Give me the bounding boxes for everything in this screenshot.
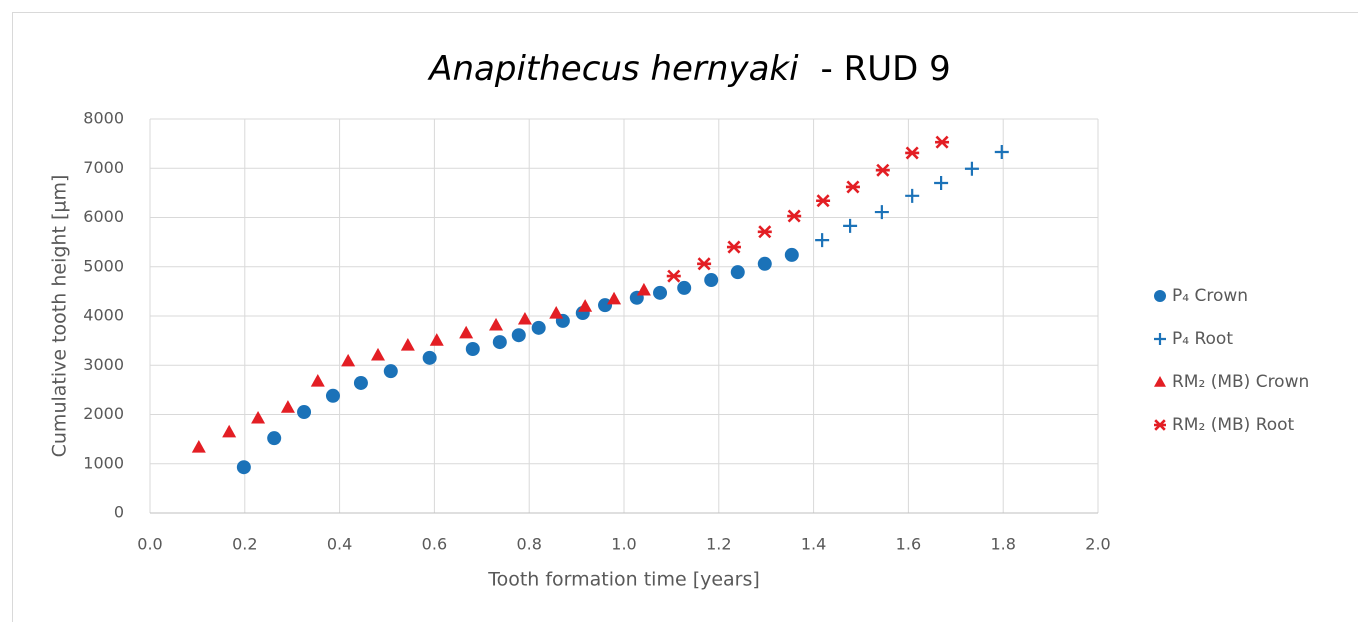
title-site: - RUD 9 bbox=[821, 49, 951, 89]
point bbox=[816, 194, 831, 208]
point bbox=[191, 440, 206, 453]
point bbox=[607, 291, 622, 305]
y-tick-label: 5000 bbox=[83, 256, 124, 275]
point bbox=[517, 311, 532, 325]
point bbox=[511, 328, 526, 343]
legend-label: RM₂ (MB) Root bbox=[1172, 415, 1295, 435]
point bbox=[531, 320, 546, 335]
point bbox=[875, 163, 890, 177]
point bbox=[784, 247, 799, 262]
point bbox=[964, 161, 979, 176]
legend-marker bbox=[1154, 376, 1166, 387]
y-tick-label: 2000 bbox=[83, 404, 124, 423]
y-tick-label: 7000 bbox=[83, 158, 124, 177]
legend-marker bbox=[1154, 419, 1166, 431]
point bbox=[815, 233, 830, 248]
point bbox=[325, 388, 340, 403]
x-tick-label: 1.4 bbox=[801, 535, 826, 554]
point bbox=[757, 225, 772, 239]
point bbox=[341, 353, 356, 367]
point bbox=[598, 298, 613, 313]
point bbox=[383, 364, 398, 379]
chart-title: Anapithecus hernyaki - RUD 9 bbox=[427, 49, 951, 89]
y-axis-label: Cumulative tooth height [µm] bbox=[49, 175, 71, 458]
chart-frame bbox=[12, 12, 1358, 622]
point bbox=[459, 325, 474, 339]
point bbox=[874, 205, 889, 220]
point bbox=[280, 400, 295, 413]
x-tick-label: 0.6 bbox=[422, 535, 447, 554]
point bbox=[578, 299, 593, 312]
point bbox=[251, 410, 266, 424]
legend-label: P₄ Root bbox=[1172, 329, 1233, 349]
legend-marker bbox=[1154, 290, 1166, 302]
x-tick-label: 1.2 bbox=[706, 535, 731, 554]
y-tick-label: 0 bbox=[114, 503, 124, 522]
point bbox=[267, 431, 282, 446]
point bbox=[353, 375, 368, 390]
point bbox=[549, 306, 564, 319]
y-tick-label: 3000 bbox=[83, 355, 124, 374]
point bbox=[400, 338, 415, 351]
point bbox=[370, 347, 385, 361]
x-tick-label: 1.8 bbox=[990, 535, 1015, 554]
x-tick-label: 0.8 bbox=[516, 535, 541, 554]
x-tick-label: 1.0 bbox=[611, 535, 636, 554]
point bbox=[666, 269, 681, 283]
point bbox=[677, 280, 692, 295]
point bbox=[636, 282, 651, 296]
point bbox=[730, 265, 745, 280]
x-tick-label: 1.6 bbox=[896, 535, 921, 554]
point bbox=[697, 257, 712, 271]
y-tick-label: 6000 bbox=[83, 207, 124, 226]
point bbox=[757, 256, 772, 271]
point bbox=[994, 144, 1009, 159]
x-tick-label: 0.2 bbox=[232, 535, 257, 554]
y-tick-label: 8000 bbox=[83, 109, 124, 128]
legend-label: RM₂ (MB) Crown bbox=[1172, 372, 1309, 392]
point bbox=[787, 209, 802, 223]
point bbox=[935, 135, 950, 149]
point bbox=[310, 374, 325, 387]
x-tick-label: 0.0 bbox=[137, 535, 162, 554]
legend-marker bbox=[1154, 333, 1166, 345]
point bbox=[653, 285, 668, 300]
point bbox=[465, 341, 480, 356]
legend-label: P₄ Crown bbox=[1172, 286, 1248, 306]
point bbox=[422, 350, 437, 365]
point bbox=[704, 273, 719, 288]
point bbox=[726, 240, 741, 254]
point bbox=[934, 176, 949, 191]
point bbox=[492, 335, 507, 350]
point bbox=[429, 333, 444, 346]
y-tick-label: 1000 bbox=[83, 453, 124, 472]
x-tick-label: 0.4 bbox=[327, 535, 352, 554]
point bbox=[845, 180, 860, 194]
point bbox=[843, 218, 858, 233]
y-tick-label: 4000 bbox=[83, 306, 124, 325]
point bbox=[222, 424, 237, 438]
x-axis-label: Tooth formation time [years] bbox=[487, 569, 760, 591]
title-species: Anapithecus hernyaki bbox=[427, 49, 799, 89]
point bbox=[236, 460, 251, 475]
point bbox=[905, 146, 920, 160]
x-tick-label: 2.0 bbox=[1085, 535, 1110, 554]
point bbox=[489, 317, 504, 331]
point bbox=[297, 405, 312, 420]
point bbox=[905, 188, 920, 203]
